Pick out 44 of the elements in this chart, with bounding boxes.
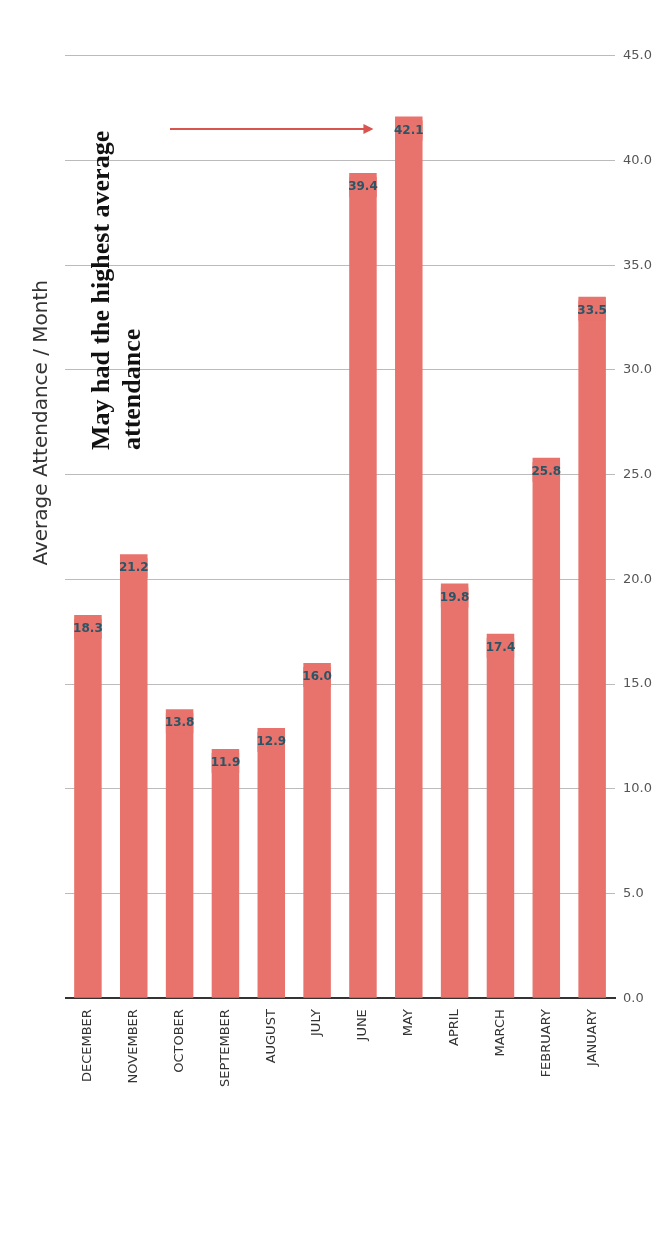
x-tick-label: AUGUST — [262, 1009, 278, 1064]
data-label: 19.8 — [439, 589, 470, 604]
y-tick-label: 30.0 — [623, 361, 653, 377]
data-label: 33.5 — [577, 302, 607, 317]
y-tick-label: 40.0 — [623, 151, 653, 167]
x-tick-label: OCTOBER — [170, 1009, 186, 1073]
x-tick-label: SEPTEMBER — [216, 1009, 232, 1087]
data-label: 25.8 — [531, 464, 562, 478]
bar — [303, 663, 331, 998]
bar — [257, 728, 286, 998]
x-tick-label: JANUARY — [583, 1009, 599, 1067]
x-tick-label: JUNE — [354, 1009, 370, 1042]
y-tick-label: 10.0 — [623, 780, 653, 796]
bar — [440, 583, 469, 998]
bar — [74, 614, 102, 998]
bar — [349, 173, 377, 998]
y-tick-label: 5.0 — [623, 884, 644, 900]
data-label: 11.9 — [210, 755, 241, 770]
y-tick-label: 0.0 — [623, 989, 644, 1005]
x-tick-label: APRIL — [446, 1008, 461, 1046]
y-tick-label: 20.0 — [623, 570, 653, 586]
bar — [578, 296, 606, 998]
data-label: 17.4 — [485, 639, 516, 654]
bar — [532, 457, 561, 998]
bar — [211, 748, 240, 998]
x-tick-label: NOVEMBER — [125, 1009, 141, 1084]
bar — [486, 633, 515, 998]
data-label: 18.3 — [73, 621, 103, 636]
x-tick-label: JULY — [308, 1009, 324, 1037]
annotation: May had the highest average attendance — [85, 129, 148, 450]
data-label: 13.8 — [164, 715, 195, 730]
x-tick-label: MARCH — [491, 1009, 507, 1057]
bar — [165, 709, 194, 998]
bar — [395, 116, 423, 998]
y-tick-label: 45.0 — [623, 47, 653, 63]
y-tick-label: 35.0 — [623, 256, 653, 272]
text: Average Attendance / Month — [28, 280, 52, 566]
x-tick-label: DECEMBER — [79, 1009, 95, 1083]
y-tick-label: 25.0 — [623, 466, 653, 481]
y-tick-label: 15.0 — [623, 675, 653, 691]
x-tick-label: MAY — [400, 1009, 416, 1037]
bar — [120, 554, 148, 998]
x-tick-label: FEBRUARY — [537, 1009, 553, 1078]
data-label: 21.2 — [118, 560, 149, 575]
